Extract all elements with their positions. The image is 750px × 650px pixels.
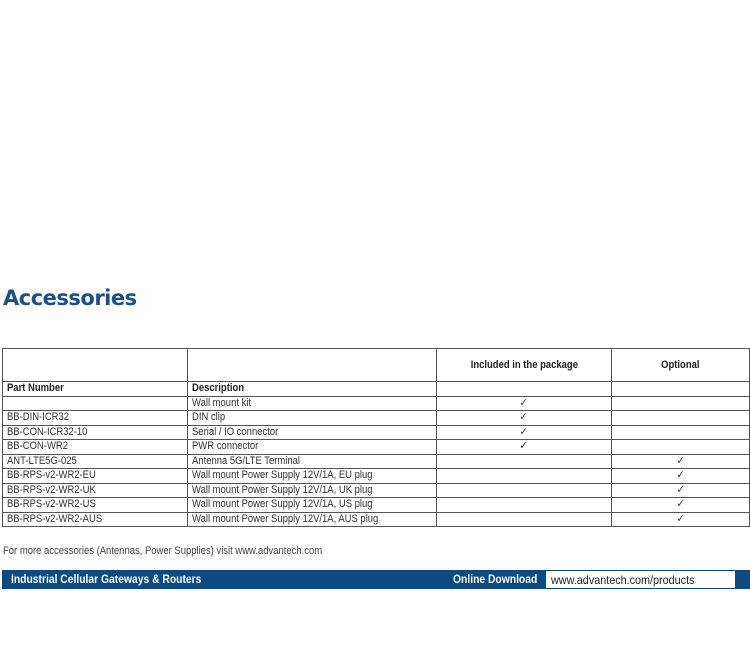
- accessories-table: Included in the package Optional Part Nu…: [1, 348, 750, 527]
- part-number-cell: ANT-LTE5G-025: [1, 453, 189, 469]
- table-row: BB-CON-ICR32-10 Serial / IO connector ✓: [1, 424, 750, 440]
- part-number-cell: BB-DIN-ICR32: [1, 410, 189, 426]
- group-header: [187, 348, 437, 382]
- header-empty: [435, 381, 613, 397]
- description-cell: PWR connector: [187, 439, 437, 455]
- optional-cell: [611, 439, 750, 455]
- table-row: Wall mount kit ✓: [1, 395, 750, 411]
- description-cell: DIN clip: [187, 410, 437, 426]
- optional-cell: ✓: [611, 482, 750, 498]
- optional-cell: [611, 395, 750, 411]
- table-row: BB-RPS-v2-WR2-AUS Wall mount Power Supply…: [1, 511, 750, 527]
- optional-cell: [611, 410, 750, 426]
- table-row: BB-RPS-v2-WR2-UK Wall mount Power Supply …: [1, 482, 750, 498]
- optional-cell: ✓: [611, 511, 750, 527]
- optional-cell: [611, 424, 750, 440]
- included-cell: [435, 482, 613, 498]
- description-cell: Wall mount Power Supply 12V/1A, AUS plug: [187, 511, 437, 527]
- included-cell: ✓: [435, 439, 613, 455]
- table-row: ANT-LTE5G-025 Antenna 5G/LTE Terminal ✓: [1, 453, 750, 469]
- header-description: Description: [187, 381, 437, 397]
- part-number-cell: BB-CON-WR2: [1, 439, 189, 455]
- footer-category: Industrial Cellular Gateways & Routers: [11, 572, 202, 586]
- footer-bar: Industrial Cellular Gateways & Routers O…: [2, 570, 750, 589]
- group-header-optional: Optional: [611, 348, 750, 382]
- included-cell: [435, 511, 613, 527]
- description-cell: Serial / IO connector: [187, 424, 437, 440]
- included-cell: [435, 497, 613, 513]
- part-number-cell: BB-RPS-v2-WR2-AUS: [1, 511, 189, 527]
- part-number-cell: BB-RPS-v2-WR2-US: [1, 497, 189, 513]
- group-header: [1, 348, 189, 382]
- table-row: BB-CON-WR2 PWR connector ✓: [1, 439, 750, 455]
- description-cell: Antenna 5G/LTE Terminal: [187, 453, 437, 469]
- included-cell: ✓: [435, 424, 613, 440]
- footnote: For more accessories (Antennas, Power Su…: [3, 545, 323, 557]
- header-row: Part Number Description: [1, 381, 750, 397]
- part-number-cell: BB-CON-ICR32-10: [1, 424, 189, 440]
- description-cell: Wall mount kit: [187, 395, 437, 411]
- description-cell: Wall mount Power Supply 12V/1A, US plug: [187, 497, 437, 513]
- optional-cell: ✓: [611, 497, 750, 513]
- description-cell: Wall mount Power Supply 12V/1A, UK plug: [187, 482, 437, 498]
- header-part-number: Part Number: [1, 381, 189, 397]
- optional-cell: ✓: [611, 453, 750, 469]
- section-title: Accessories: [3, 286, 137, 310]
- description-cell: Wall mount Power Supply 12V/1A, EU plug: [187, 468, 437, 484]
- table-row: BB-RPS-v2-WR2-EU Wall mount Power Supply …: [1, 468, 750, 484]
- part-number-cell: BB-RPS-v2-WR2-EU: [1, 468, 189, 484]
- part-number-cell: [1, 395, 189, 411]
- header-empty: [611, 381, 750, 397]
- included-cell: ✓: [435, 410, 613, 426]
- included-cell: ✓: [435, 395, 613, 411]
- table-row: BB-DIN-ICR32 DIN clip ✓: [1, 410, 750, 426]
- group-header-included: Included in the package: [435, 348, 613, 382]
- part-number-cell: BB-RPS-v2-WR2-UK: [1, 482, 189, 498]
- included-cell: [435, 468, 613, 484]
- included-cell: [435, 453, 613, 469]
- download-url-link[interactable]: www.advantech.com/products: [546, 571, 735, 588]
- online-download-label: Online Download: [453, 572, 538, 586]
- group-header-row: Included in the package Optional: [1, 348, 750, 382]
- optional-cell: ✓: [611, 468, 750, 484]
- table-row: BB-RPS-v2-WR2-US Wall mount Power Supply …: [1, 497, 750, 513]
